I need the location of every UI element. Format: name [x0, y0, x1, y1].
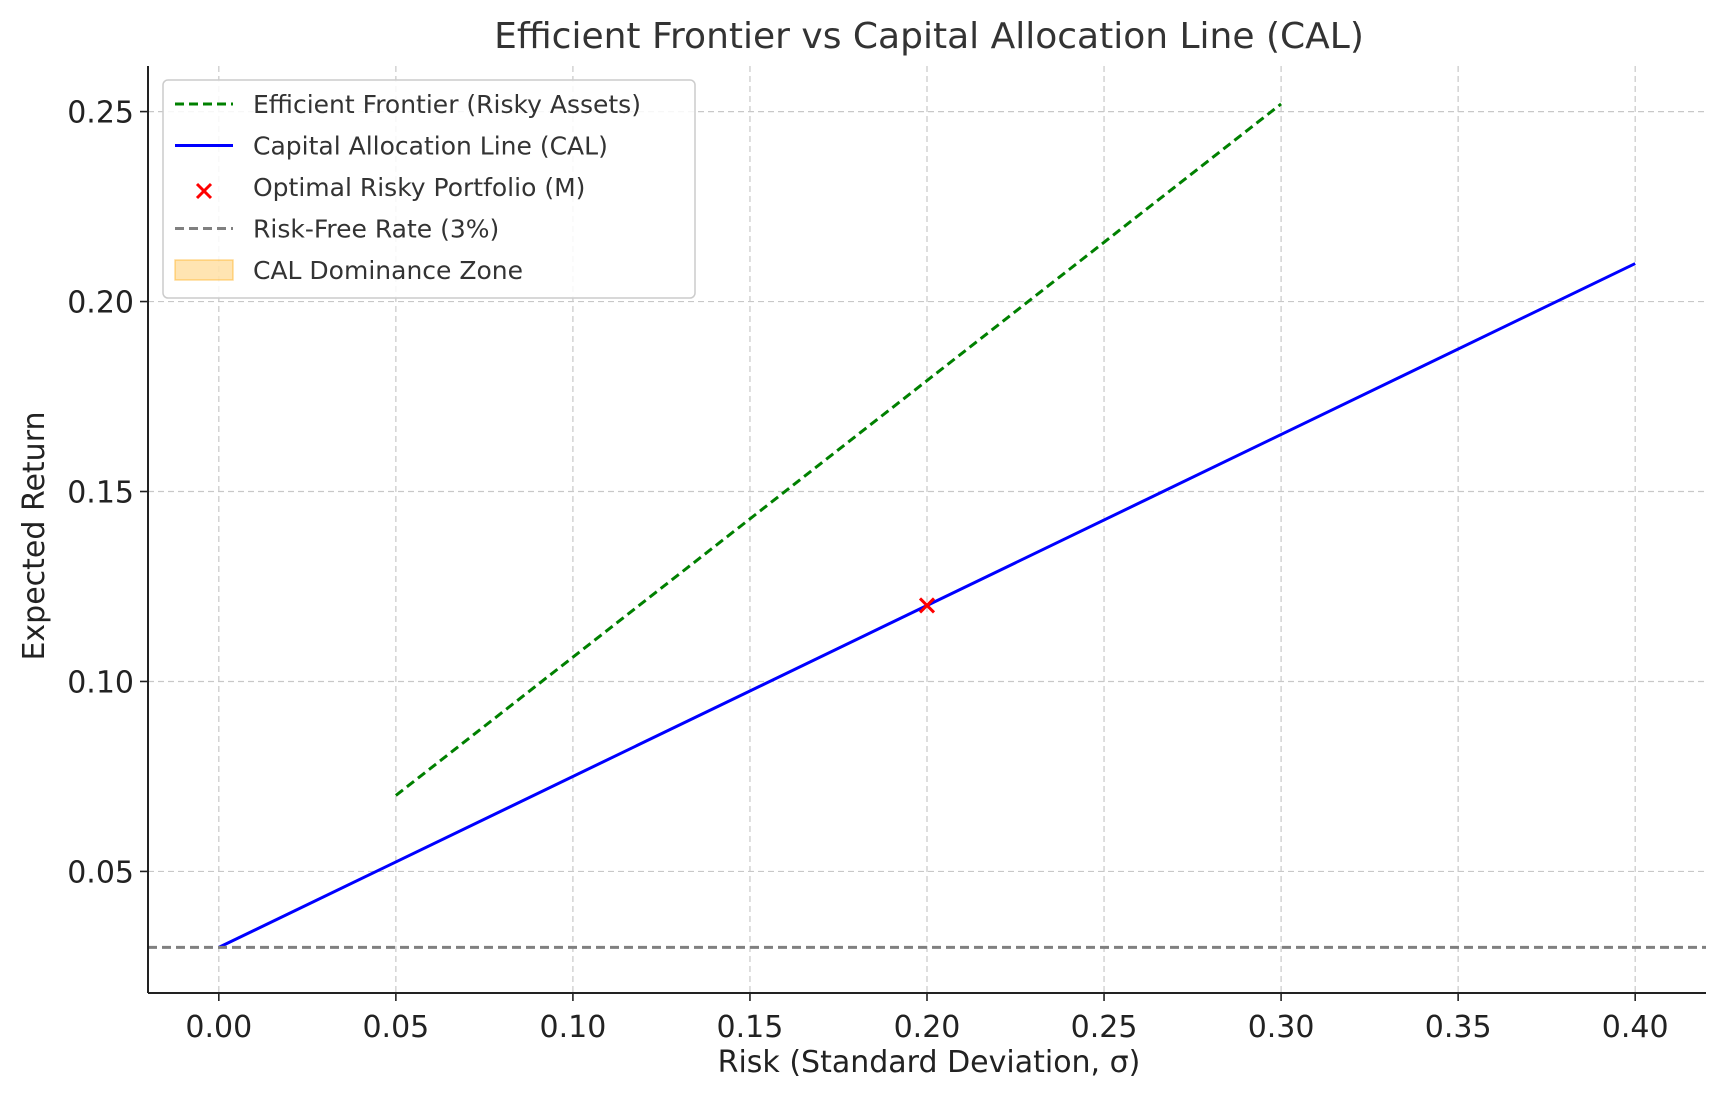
legend-swatch-4 — [174, 259, 234, 281]
y-tick-label: 0.25 — [67, 96, 134, 131]
legend-swatch-2 — [195, 182, 213, 200]
y-tick-label: 0.05 — [67, 855, 134, 890]
x-tick-label: 0.05 — [362, 1010, 429, 1045]
x-tick-label: 0.10 — [540, 1010, 607, 1045]
series-layer — [148, 102, 1706, 949]
legend: Efficient Frontier (Risky Assets) Capital… — [162, 79, 696, 299]
x-tick-label: 0.35 — [1425, 1010, 1492, 1045]
legend-label-4: CAL Dominance Zone — [253, 256, 523, 285]
marker-stroke — [918, 597, 936, 614]
legend-label-2: Optimal Risky Portfolio (M) — [253, 173, 585, 202]
y-tick-label: 0.20 — [67, 286, 134, 321]
legend-label-3: Risk-Free Rate (3%) — [253, 215, 499, 244]
legend-box — [162, 79, 696, 299]
optimal-portfolio-marker — [918, 597, 936, 614]
y-tick-label: 0.10 — [67, 665, 134, 700]
x-tick-label: 0.25 — [1071, 1010, 1138, 1045]
y-axis-label: Expected Return — [17, 411, 52, 660]
chart-title: Efficient Frontier vs Capital Allocation… — [494, 16, 1364, 57]
y-tick-label: 0.15 — [67, 476, 134, 511]
x-tick-label: 0.15 — [717, 1010, 784, 1045]
legend-label-0: Efficient Frontier (Risky Assets) — [253, 90, 641, 119]
x-tick-label: 0.40 — [1602, 1010, 1669, 1045]
series-line-0 — [394, 102, 1283, 797]
legend-label-1: Capital Allocation Line (CAL) — [253, 132, 608, 161]
y-axis-ticks: 0.05 0.10 0.15 0.20 0.25 — [67, 96, 148, 890]
x-tick-label: 0.30 — [1248, 1010, 1315, 1045]
x-tick-label: 0.20 — [894, 1010, 961, 1045]
x-axis-label: Risk (Standard Deviation, σ) — [718, 1045, 1141, 1080]
x-tick-label: 0.00 — [185, 1010, 252, 1045]
x-axis-ticks: 0.00 0.05 0.10 0.15 0.20 0.25 0.30 0.35 0.40 — [185, 993, 1669, 1045]
marker-stroke — [195, 182, 213, 200]
